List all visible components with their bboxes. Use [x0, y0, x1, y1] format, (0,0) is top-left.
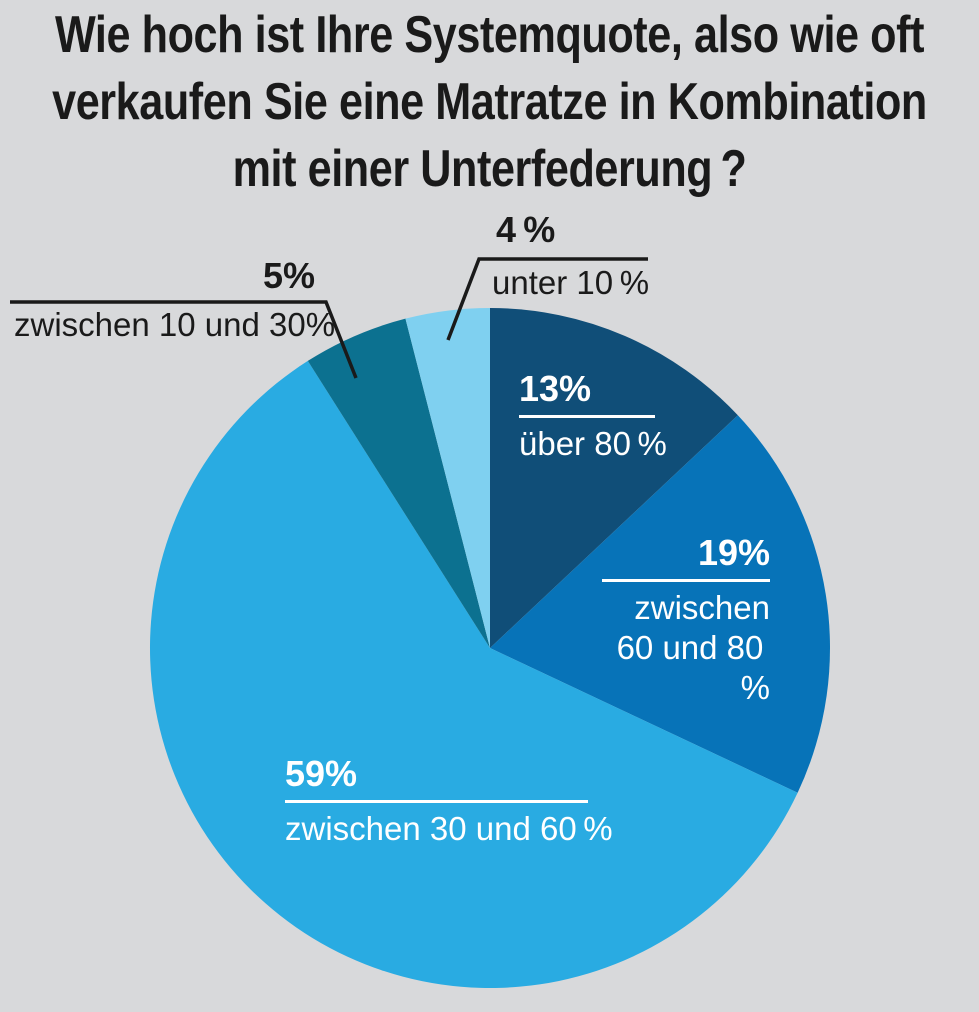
title-line-2: verkaufen Sie eine Matratze in Kombinati… — [52, 73, 927, 131]
slice-pct-zwischen-60-80: 19% — [697, 532, 770, 573]
slice-pct-zwischen-10-30: 5% — [263, 255, 316, 296]
pie-slice-unter-10 — [405, 308, 490, 648]
chart-title: Wie hoch ist Ihre Systemquote, also wie … — [0, 2, 979, 203]
slice-name-zwischen-30-60: zwischen 30 und 60 % — [285, 810, 613, 847]
leader-line-zwischen-10-30 — [10, 300, 358, 379]
slice-name-unter-10: unter 10 % — [492, 264, 650, 301]
pie-slice-zwischen-30-60 — [149, 360, 798, 989]
pie-slice-zwischen-60-80 — [490, 415, 830, 793]
slice-pct-ueber-80: 13% — [519, 368, 592, 409]
slice-name-zwischen-60-80-line2: 60 und 80 % — [616, 629, 770, 706]
slice-pct-unter-10: 4 % — [496, 209, 556, 250]
leader-line-unter-10 — [446, 257, 648, 341]
label-underline-zwischen-30-60 — [285, 800, 588, 803]
slice-label-ueber-80: 13% über 80 % — [519, 371, 667, 464]
title-line-3: mit einer Unterfederung ? — [232, 140, 747, 198]
slice-name-zwischen-60-80-line1: zwischen — [634, 589, 770, 626]
slice-name-zwischen-10-30: zwischen 10 und 30% — [14, 306, 336, 343]
label-underline-zwischen-60-80 — [602, 579, 770, 582]
label-underline-ueber-80 — [519, 415, 655, 418]
pie-slice-zwischen-10-30 — [307, 318, 490, 648]
slice-label-zwischen-30-60: 59% zwischen 30 und 60 % — [285, 756, 613, 849]
title-line-1: Wie hoch ist Ihre Systemquote, also wie … — [54, 6, 925, 64]
slice-name-ueber-80: über 80 % — [519, 425, 667, 462]
pie-slices — [149, 308, 830, 989]
slice-pct-zwischen-30-60: 59% — [285, 753, 358, 794]
pie-slice-ueber-80 — [490, 308, 738, 648]
slice-label-zwischen-60-80: 19% zwischen 60 und 80 % — [602, 535, 770, 708]
